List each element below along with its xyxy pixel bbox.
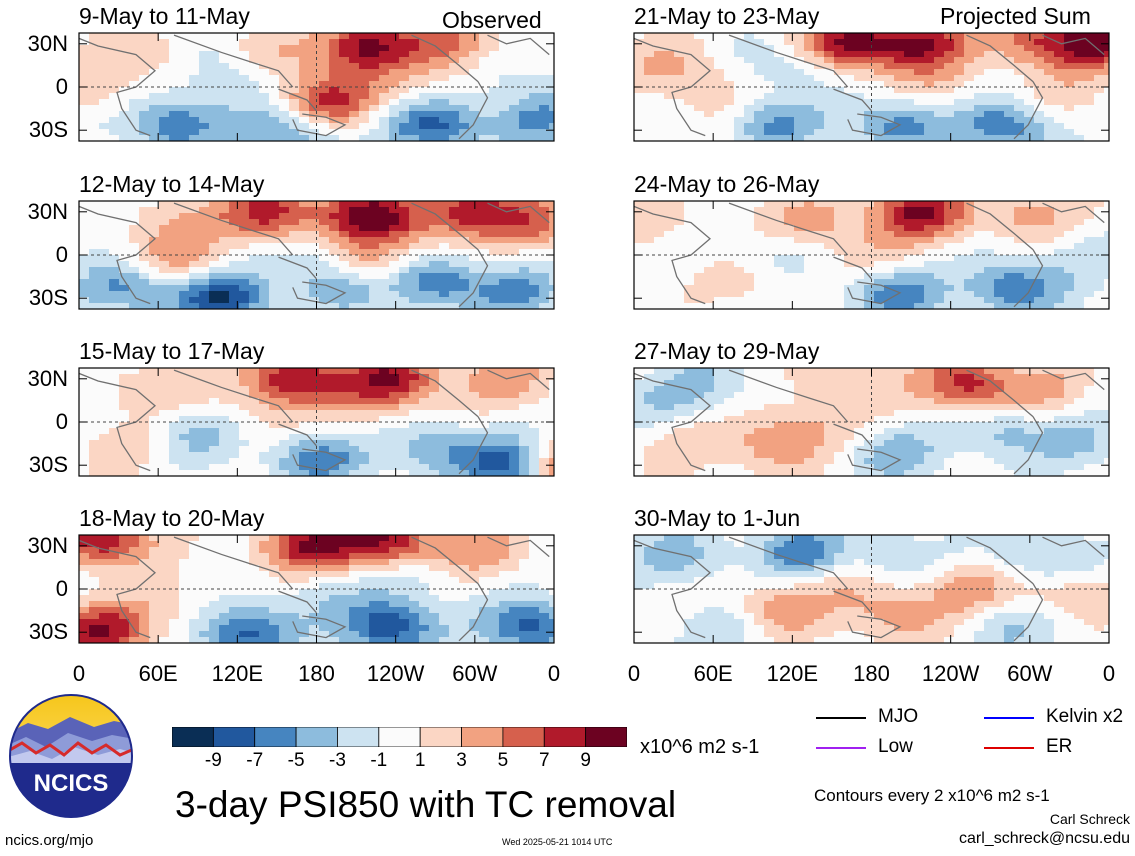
lat-label: 0 [55, 74, 68, 99]
author-email: carl_schreck@ncsu.edu [959, 830, 1130, 847]
lon-label: 0 [547, 661, 561, 686]
panel-title: 30-May to 1-Jun [634, 505, 801, 531]
colorbar-label: 1 [414, 750, 426, 771]
legend-line [984, 717, 1034, 719]
lon-label: 180 [853, 661, 890, 686]
colorbar-segment [172, 727, 214, 747]
colorbar-units: x10^6 m2 s-1 [640, 736, 760, 758]
legend-line [816, 717, 866, 719]
panel-p7 [633, 367, 1110, 477]
colorbar-segment [378, 727, 421, 747]
lat-label: 30S [28, 452, 68, 478]
panel-p2 [78, 200, 555, 310]
lon-label: 120W [921, 661, 980, 686]
colorbar-segment [461, 727, 504, 747]
lat-label: 30S [28, 285, 68, 311]
colorbar-label: -5 [287, 750, 305, 771]
colorbar-label: 3 [456, 750, 467, 771]
colorbar-label: -7 [246, 750, 264, 771]
legend-line [816, 747, 866, 749]
colorbar-label: -3 [329, 750, 346, 771]
colorbar-segment [585, 727, 627, 747]
legend-label: Kelvin x2 [1046, 706, 1124, 727]
colorbar-label: 9 [580, 750, 591, 771]
projected-sum-label: Projected Sum [940, 3, 1091, 29]
colorbar-label: 7 [538, 750, 550, 771]
colorbar-segment [419, 727, 462, 747]
colorbar-label: 5 [497, 750, 509, 771]
author: Carl Schreck [1049, 811, 1130, 827]
colorbar-segment [295, 727, 338, 747]
legend-label: Low [878, 736, 913, 757]
lon-label: 0 [72, 661, 86, 686]
lat-label: 30S [28, 117, 68, 143]
lon-label: 120W [366, 661, 425, 686]
colorbar-segment [543, 727, 587, 747]
timestamp: Wed 2025-05-21 1014 UTC [502, 837, 613, 847]
panel-title: 15-May to 17-May [79, 338, 265, 364]
logo-text: NCICS [34, 770, 109, 797]
panel-title: 9-May to 11-May [79, 3, 250, 29]
colorbar-segment [337, 727, 380, 747]
panel-p6 [633, 200, 1110, 310]
lon-label: 120E [211, 661, 264, 686]
logo: NCICS [8, 693, 134, 819]
panel-p5 [633, 32, 1110, 142]
panel-title: 21-May to 23-May [634, 3, 820, 29]
lon-label: 0 [627, 661, 641, 686]
lat-label: 30N [27, 365, 68, 391]
main-title: 3-day PSI850 with TC removal [175, 784, 677, 825]
panel-title: 24-May to 26-May [634, 171, 820, 197]
panel-p3 [78, 367, 555, 477]
lon-label: 0 [1102, 661, 1116, 686]
colorbar-label: -1 [370, 750, 388, 771]
panel-p1 [78, 32, 555, 142]
legend-label: MJO [878, 706, 919, 727]
lon-label: 60W [1007, 661, 1053, 686]
contour-note: Contours every 2 x10^6 m2 s-1 [814, 786, 1050, 805]
legend-label: ER [1046, 736, 1073, 757]
lat-label: 30N [27, 532, 68, 558]
legend-line [984, 747, 1034, 749]
panel-title: 12-May to 14-May [79, 171, 265, 197]
lat-label: 30N [27, 198, 68, 224]
observed-label: Observed [442, 7, 542, 33]
lon-label: 60E [138, 661, 178, 686]
panel-p8 [633, 534, 1110, 644]
colorbar-segment [502, 727, 545, 747]
colorbar [172, 727, 627, 747]
lon-label: 180 [298, 661, 335, 686]
colorbar-segment [212, 727, 256, 747]
lat-label: 0 [55, 576, 68, 601]
lat-label: 0 [55, 242, 68, 267]
panel-title: 27-May to 29-May [634, 338, 820, 364]
panel-title: 18-May to 20-May [79, 505, 265, 531]
lon-label: 60W [452, 661, 498, 686]
colorbar-label: -9 [204, 750, 222, 771]
panel-p4 [78, 534, 555, 644]
lon-label: 60E [693, 661, 733, 686]
footer-link[interactable]: ncics.org/mjo [5, 832, 94, 849]
lat-label: 0 [55, 409, 68, 434]
lat-label: 30S [28, 619, 68, 645]
lon-label: 120E [766, 661, 819, 686]
colorbar-segment [254, 727, 297, 747]
lat-label: 30N [27, 30, 68, 56]
